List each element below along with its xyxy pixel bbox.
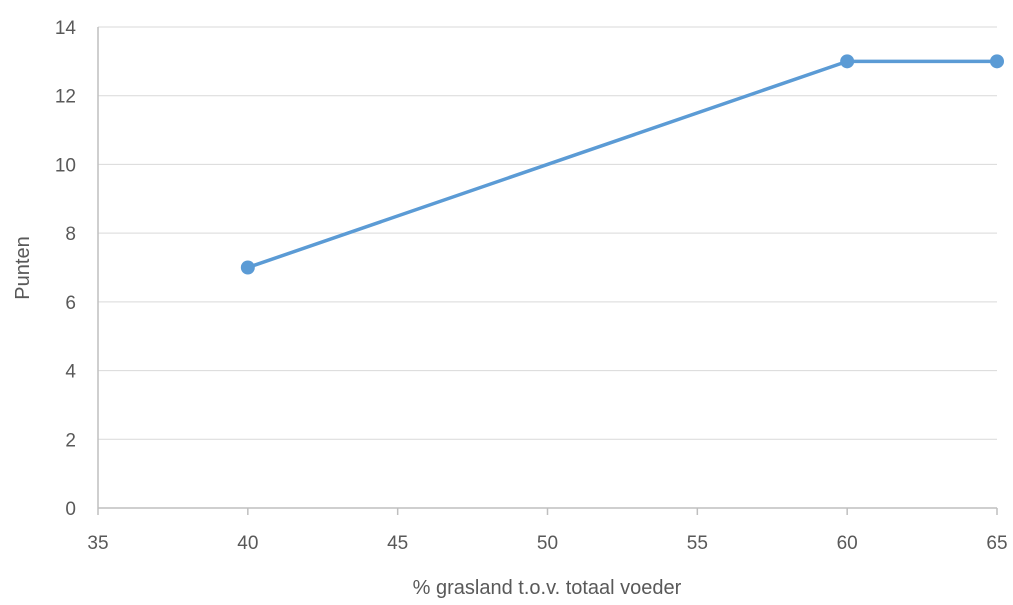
- x-tick-label: 40: [237, 533, 258, 554]
- y-tick-label: 6: [65, 293, 76, 314]
- data-point: [240, 260, 255, 275]
- y-tick-label: 0: [65, 499, 76, 520]
- data-point: [990, 54, 1004, 69]
- y-tick-label: 2: [65, 430, 76, 451]
- y-tick-label: 4: [65, 362, 76, 383]
- data-point: [840, 54, 855, 69]
- x-axis-title: % grasland t.o.v. totaal voeder: [413, 577, 682, 599]
- y-tick-label: 14: [55, 18, 77, 39]
- gridlines: [98, 26, 997, 440]
- x-tick-label: 35: [87, 533, 108, 554]
- x-tick-label: 65: [986, 533, 1007, 554]
- y-tick-label: 8: [65, 224, 76, 245]
- x-tick-label: 55: [687, 533, 708, 554]
- series: [240, 54, 1004, 275]
- y-tick-label: 12: [55, 87, 76, 108]
- x-tick-label: 60: [837, 533, 858, 554]
- x-tick-label: 45: [387, 533, 408, 554]
- tick-labels: 0 2 4 6 8 10 12 14 35 40 45 50 55 60 65: [55, 18, 1008, 554]
- y-tick-label: 10: [55, 155, 76, 176]
- y-axis-title: Punten: [12, 236, 34, 299]
- x-tick-label: 50: [537, 533, 558, 554]
- axes: [97, 27, 998, 515]
